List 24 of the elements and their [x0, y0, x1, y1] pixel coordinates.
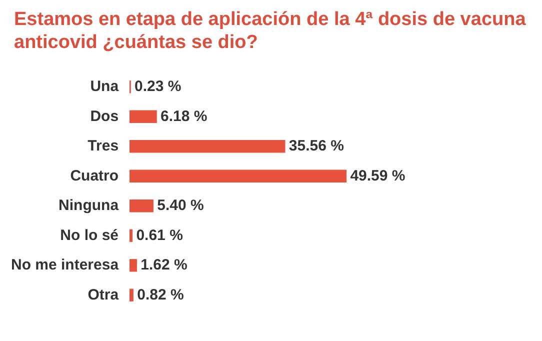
data-label: 35.56 %: [288, 138, 344, 155]
bar: [130, 140, 286, 153]
bar: [130, 110, 157, 123]
data-label: 49.59 %: [350, 167, 406, 184]
data-label: 1.62 %: [140, 256, 188, 274]
y-tick-label: Ninguna: [58, 197, 120, 214]
y-tick-label: Una: [90, 78, 120, 96]
chart-title: Estamos en etapa de aplicación de la 4ª dosis de vacuna anticovid ¿cuántas se dio?: [14, 8, 527, 54]
y-tick-label: No me interesa: [10, 256, 120, 274]
data-label: 0.23 %: [134, 78, 182, 96]
y-tick-label: No lo sé: [60, 226, 119, 244]
bar: [130, 259, 137, 272]
data-label: 6.18 %: [160, 108, 208, 125]
data-label: 0.61 %: [136, 226, 183, 244]
y-tick-label: Tres: [88, 138, 119, 155]
y-tick-label: Otra: [88, 286, 120, 304]
bar: [130, 200, 154, 212]
data-label: 0.82 %: [137, 286, 184, 304]
bar: [130, 229, 133, 242]
bar: [130, 288, 134, 302]
bar: [130, 170, 347, 182]
y-tick-label: Cuatro: [70, 167, 119, 184]
y-tick-label: Dos: [90, 108, 119, 125]
data-label: 5.40 %: [157, 197, 204, 214]
